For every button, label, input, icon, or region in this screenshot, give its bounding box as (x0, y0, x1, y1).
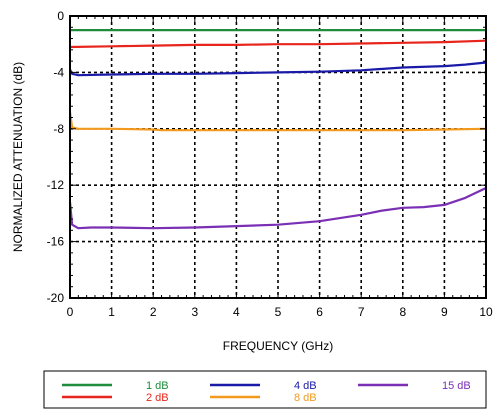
x-tick-label: 5 (275, 305, 282, 319)
legend: 1 dB2 dB 4 dB8 dB 15 dB (62, 380, 471, 404)
x-tick-label: 8 (399, 305, 406, 319)
x-tick-label: 9 (441, 305, 448, 319)
legend-label-1-db: 1 dB (146, 380, 169, 392)
legend-box (43, 370, 487, 409)
x-tick-label: 4 (233, 305, 240, 319)
legend-label-8-db: 8 dB (294, 392, 317, 404)
y-tick-label: -20 (47, 291, 65, 305)
legend-label-2-db: 2 dB (146, 392, 169, 404)
x-axis-label: FREQUENCY (GHz) (223, 339, 333, 353)
legend-label-15-db: 15 dB (442, 380, 471, 392)
x-tick-labels: 0 1 2 3 4 5 6 7 8 9 10 (67, 305, 493, 319)
y-tick-label: -4 (53, 65, 64, 79)
series-line-2-db (69, 39, 487, 49)
x-tick-label: 10 (479, 305, 493, 319)
legend-label-4-db: 4 dB (294, 380, 317, 392)
y-tick-label: -12 (47, 178, 65, 192)
grid (70, 16, 486, 298)
y-tick-labels: 0 -4 -8 -12 -16 -20 (47, 9, 65, 305)
x-tick-label: 3 (191, 305, 198, 319)
y-tick-label: -16 (47, 235, 65, 249)
y-tick-label: -8 (53, 122, 64, 136)
x-tick-label: 0 (67, 305, 74, 319)
x-tick-label: 7 (358, 305, 365, 319)
y-tick-label: 0 (57, 9, 64, 23)
x-tick-label: 2 (150, 305, 157, 319)
series-lines (68, 29, 487, 230)
series-line-4-db (69, 61, 487, 77)
tick-marks (69, 15, 487, 299)
series-line-8-db (68, 111, 487, 132)
series-line-15-db (68, 187, 487, 230)
x-tick-label: 1 (108, 305, 115, 319)
x-tick-label: 6 (316, 305, 323, 319)
y-axis-label: NORMALIZED ATTENUATION (dB) (11, 62, 25, 252)
